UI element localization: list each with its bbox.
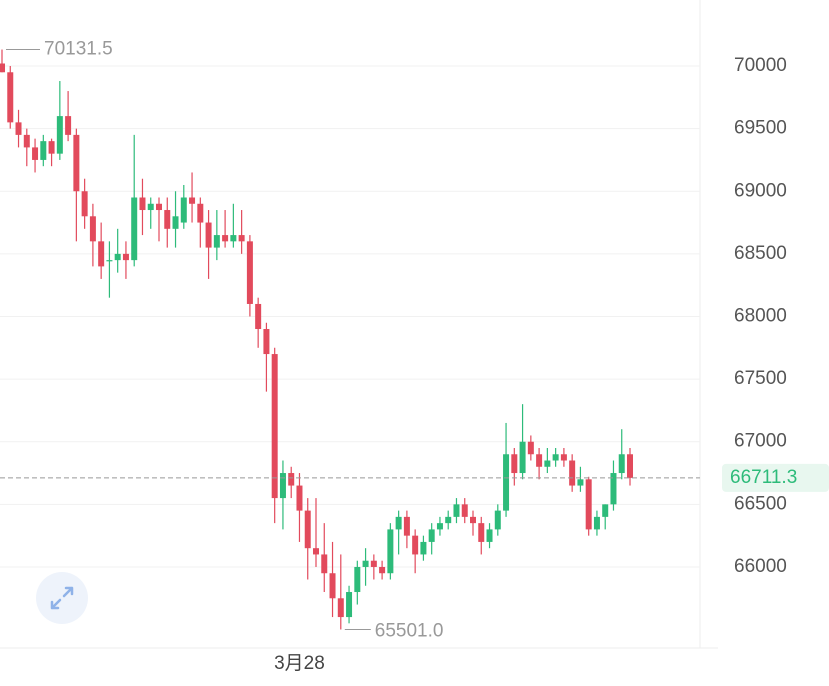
candle-body [503,454,510,511]
candle-body [461,504,468,517]
candle-body [387,529,394,574]
candle-body [0,63,5,73]
candle-body [164,210,171,229]
candle-body [255,303,262,330]
low-label: 65501.0 [375,620,444,641]
candle-body [304,510,311,549]
candle-body [453,504,460,517]
zoom-button[interactable] [36,572,88,624]
candle-body [313,548,319,555]
candle-body [106,260,113,262]
candle-body [279,473,286,499]
last-price-bg [722,463,829,492]
candle-body [139,197,146,211]
candle-body [486,529,493,542]
candle-body [470,516,476,524]
candle-body [156,203,162,211]
zoom-icon[interactable] [50,586,74,610]
y-tick-label: 66000 [734,556,787,577]
candle-body [263,329,270,355]
candle-body [213,235,220,248]
candle-body [370,560,377,567]
candle-body [412,535,419,555]
candle-body [15,122,22,135]
candle-body [552,454,559,461]
high-label: 70131.5 [44,39,113,60]
x-tick-label: 3月28 [274,653,325,674]
zoom-button-bg[interactable] [36,572,88,624]
candle-body [379,566,386,574]
candle-body [230,235,237,242]
candle-body [577,479,584,486]
candle-body [403,516,410,536]
candle-body [536,454,543,467]
candle-body [618,454,625,474]
candle-body [65,116,72,135]
candle-body [445,516,452,524]
candle-body [147,203,154,211]
candle-body [114,253,121,261]
candle-body [197,203,204,223]
candle-body [337,598,344,618]
y-tick-label: 70000 [734,55,787,76]
candle-body [246,241,253,304]
last-price-label: 66711.3 [730,467,797,488]
candle-body [560,454,567,461]
candle-body [519,441,526,474]
y-tick-label: 69000 [734,180,787,201]
candle-body [346,592,353,618]
candle-body [180,197,187,223]
candle-body [48,141,55,154]
candle-body [7,72,14,123]
candle-body [627,454,633,478]
candle-body [122,253,129,261]
candle-body [222,235,229,242]
y-tick-label: 69500 [734,118,787,139]
candle-body [511,454,518,474]
y-tick-label: 67000 [734,431,787,452]
candle-body [205,222,212,248]
candle-body [593,516,600,530]
candle-body [420,541,427,555]
y-tick-label: 66500 [734,493,787,514]
candle-body [602,504,609,517]
candle-body [544,460,551,467]
candle-body [271,354,278,499]
candle-body [98,241,105,267]
candle-body [436,523,443,530]
candle-body [32,147,39,160]
candle-body [89,216,96,242]
candle-body [569,460,576,486]
candle-body [172,216,179,229]
candle-body [329,573,336,599]
candle-body [354,566,361,593]
candle-body [362,560,369,567]
candle-body [56,116,63,154]
candle-body [610,473,617,505]
candle-body [40,141,47,160]
candle-body [585,479,592,530]
candle-body [189,197,196,204]
y-tick-label: 68500 [734,243,787,264]
candle-body [296,485,303,511]
candle-body [478,523,485,542]
candle-body [494,510,501,530]
candle-body [395,516,402,530]
candle-body [288,473,295,486]
candle-body [238,235,245,242]
candle-body [131,197,138,261]
candle-body [73,134,80,192]
candle-body [527,441,534,455]
candle-body [428,529,435,542]
candle-body [23,134,30,148]
candle-body [321,554,328,574]
candle-body [81,191,88,217]
y-tick-label: 67500 [734,368,787,389]
y-tick-label: 68000 [734,306,787,327]
